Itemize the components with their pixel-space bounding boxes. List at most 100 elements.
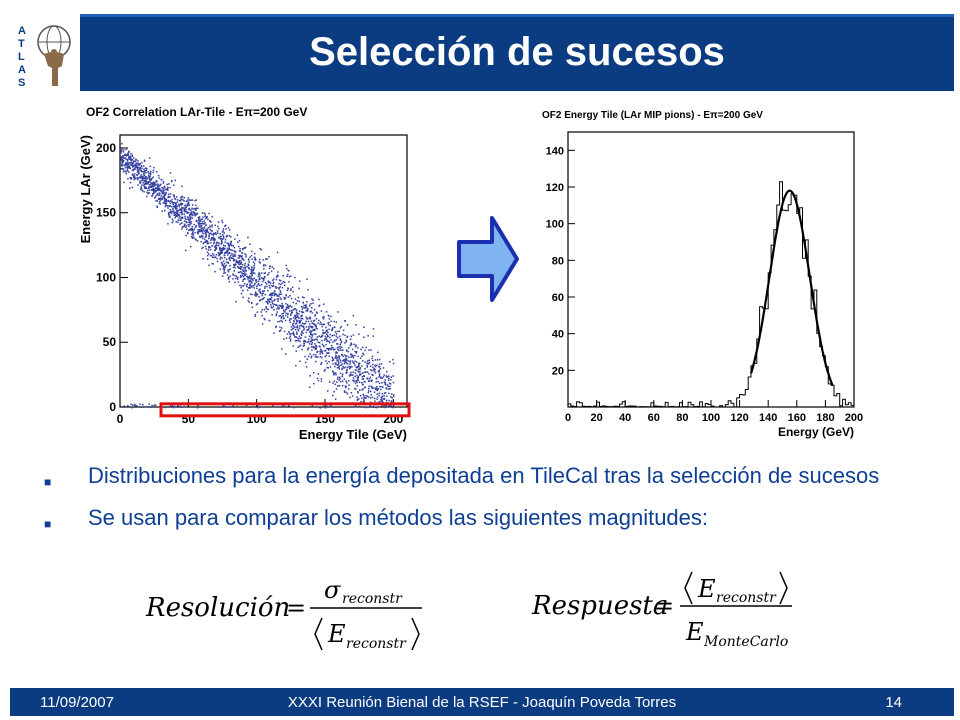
scatter-point	[223, 248, 225, 250]
scatter-point	[331, 335, 334, 337]
scatter-point	[224, 252, 226, 255]
scatter-point	[148, 157, 151, 159]
scatter-point	[370, 390, 372, 393]
scatter-point	[376, 386, 378, 388]
scatter-point	[254, 313, 257, 316]
scatter-point	[315, 318, 318, 320]
y-tick-label: 140	[546, 145, 564, 157]
scatter-point	[183, 210, 186, 213]
scatter-point	[148, 180, 151, 183]
scatter-point	[125, 171, 127, 173]
scatter-point	[298, 345, 301, 348]
scatter-point	[241, 248, 244, 250]
scatter-point	[307, 347, 310, 349]
scatter-point	[208, 264, 210, 267]
scatter-point	[337, 311, 339, 313]
scatter-point	[197, 232, 199, 235]
scatter-point	[309, 311, 311, 313]
scatter-point	[163, 192, 165, 194]
scatter-point	[258, 273, 260, 276]
scatter-point	[168, 216, 170, 218]
scatter-point	[292, 290, 294, 293]
scatter-point	[308, 335, 311, 337]
scatter-point	[196, 407, 199, 409]
scatter-point	[317, 379, 320, 382]
scatter-point	[156, 200, 159, 202]
scatter-point	[320, 363, 322, 365]
scatter-point	[220, 243, 222, 245]
scatter-point	[313, 319, 316, 322]
scatter-point	[289, 318, 291, 320]
scatter-point	[348, 384, 350, 386]
scatter-point	[244, 269, 246, 272]
scatter-point	[300, 337, 302, 339]
scatter-point	[169, 211, 172, 213]
scatter-point	[320, 348, 322, 351]
scatter-point	[130, 157, 132, 160]
scatter-point	[128, 166, 130, 168]
scatter-point	[146, 195, 148, 198]
scatter-point	[345, 355, 347, 358]
scatter-point	[169, 193, 172, 195]
scatter-point	[341, 373, 344, 375]
scatter-point	[339, 346, 341, 348]
scatter-point	[176, 213, 179, 216]
scatter-point	[228, 242, 230, 245]
scatter-point	[189, 224, 191, 226]
scatter-point	[180, 217, 182, 219]
scatter-point	[128, 151, 130, 153]
scatter-point	[156, 206, 159, 209]
scatter-point	[366, 362, 368, 364]
scatter-point	[302, 345, 305, 347]
scatter-point	[334, 398, 337, 400]
scatter-point	[249, 256, 251, 258]
scatter-point	[190, 236, 193, 238]
scatter-point	[128, 158, 131, 160]
scatter-point	[296, 300, 299, 302]
scatter-point	[222, 230, 225, 232]
scatter-point	[287, 296, 290, 298]
scatter-point	[292, 317, 295, 319]
scatter-point	[301, 308, 304, 310]
scatter-point	[123, 405, 125, 407]
scatter-point	[171, 198, 173, 201]
scatter-point	[307, 355, 310, 358]
scatter-point	[124, 153, 126, 155]
scatter-point	[172, 220, 174, 222]
scatter-point	[272, 279, 274, 282]
scatter-point	[323, 303, 325, 305]
scatter-point	[368, 377, 371, 380]
scatter-point	[303, 328, 306, 330]
x-tick-label: 140	[759, 412, 777, 424]
scatter-point	[219, 268, 222, 270]
scatter-point	[263, 263, 265, 266]
scatter-point	[297, 329, 300, 332]
scatter-point	[363, 395, 365, 397]
scatter-point	[148, 174, 150, 177]
scatter-point	[165, 193, 167, 195]
scatter-point	[270, 304, 272, 306]
scatter-point	[312, 329, 314, 331]
scatter-point	[345, 361, 347, 364]
scatter-point	[125, 162, 128, 164]
scatter-point	[294, 326, 296, 328]
y-tick-label: 100	[96, 270, 116, 284]
scatter-point	[283, 330, 286, 333]
scatter-point	[341, 368, 343, 371]
scatter-point	[356, 374, 358, 377]
scatter-point	[157, 189, 159, 192]
scatter-point	[298, 335, 301, 337]
scatter-point	[162, 190, 165, 192]
scatter-point	[309, 331, 311, 333]
scatter-point	[344, 386, 347, 389]
scatter-point	[302, 326, 305, 329]
scatter-point	[223, 405, 226, 408]
scatter-point	[194, 212, 196, 214]
scatter-plot: OF2 Correlation LAr-Tile - Eπ=200 GeV 0 50…	[72, 100, 417, 445]
scatter-point	[157, 184, 159, 186]
scatter-point	[280, 293, 283, 295]
scatter-point	[258, 290, 260, 292]
scatter-point	[238, 266, 240, 269]
scatter-point	[273, 267, 275, 270]
scatter-point	[222, 228, 225, 230]
